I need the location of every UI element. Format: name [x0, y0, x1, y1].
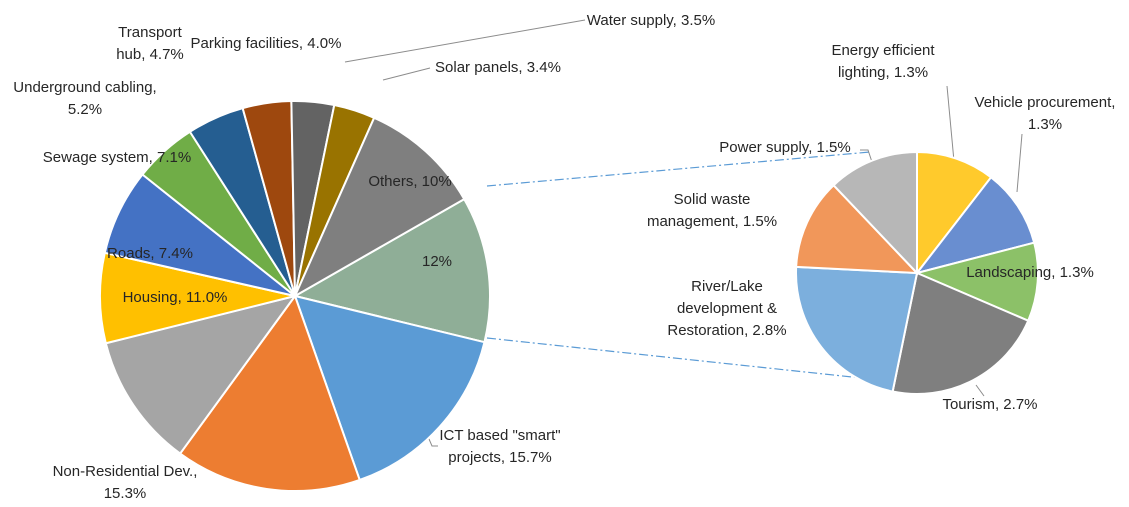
data-label: Power supply, 1.5%: [719, 139, 850, 156]
data-label-line: Energy efficient: [831, 42, 935, 59]
data-label: Others, 10%: [368, 173, 451, 190]
connector-line: [486, 151, 871, 187]
data-label-line: Landscaping, 1.3%: [966, 264, 1094, 281]
pie-slice: [178, 293, 361, 492]
data-label-line: development &: [677, 300, 777, 317]
data-label: Transport hub, 4.7%: [116, 24, 184, 63]
data-label: Housing, 11.0%: [123, 289, 228, 306]
data-label: Non-Residential Dev., 15.3%: [53, 463, 198, 502]
leader-line: [382, 67, 431, 81]
data-label-line: Underground cabling,: [13, 79, 156, 96]
pie-slice: [832, 150, 918, 276]
data-label-line: Restoration, 2.8%: [667, 322, 786, 339]
data-label-line: Water supply, 3.5%: [587, 12, 715, 29]
data-label: Roads, 7.4%: [107, 245, 193, 262]
data-label: Energy efficient lighting, 1.3%: [831, 42, 935, 81]
data-label-line: 5.2%: [68, 101, 102, 118]
data-label-line: Solid waste: [674, 191, 751, 208]
leader-line: [975, 384, 985, 397]
data-label-line: projects, 15.7%: [448, 449, 551, 466]
data-label: Water supply, 3.5%: [587, 12, 715, 29]
data-label: Solar panels, 3.4%: [435, 59, 561, 76]
data-label: 12%: [422, 253, 452, 270]
data-label: Solid waste management, 1.5%: [647, 191, 777, 230]
data-label-line: management, 1.5%: [647, 213, 777, 230]
pie-slice: [292, 116, 466, 299]
leader-line: [344, 19, 586, 63]
leader-line: [1016, 133, 1023, 193]
data-label: Landscaping, 1.3%: [966, 264, 1094, 281]
pie-slice: [891, 271, 1030, 395]
data-label: Tourism, 2.7%: [942, 396, 1037, 413]
data-label: Sewage system, 7.1%: [43, 149, 191, 166]
data-label-line: 15.3%: [104, 485, 147, 502]
pie-slice: [916, 150, 993, 276]
data-label-line: Non-Residential Dev.,: [53, 463, 198, 480]
data-label-line: Transport: [118, 24, 182, 41]
data-label-line: Vehicle procurement,: [975, 94, 1116, 111]
connector-line: [486, 337, 881, 381]
data-label: Vehicle procurement, 1.3%: [975, 94, 1116, 133]
data-label: River/Lake development & Restoration, 2.8%: [667, 278, 786, 339]
data-label-line: Housing, 11.0%: [123, 289, 228, 306]
slices: [99, 100, 1039, 492]
data-label-line: Tourism, 2.7%: [942, 396, 1037, 413]
data-label-line: Others, 10%: [368, 173, 451, 190]
pie-slice: [795, 265, 919, 393]
data-label-line: lighting, 1.3%: [838, 64, 928, 81]
data-label-line: hub, 4.7%: [116, 46, 184, 63]
data-label-line: Sewage system, 7.1%: [43, 149, 191, 166]
pie-slice: [913, 241, 1039, 323]
data-label-line: River/Lake: [691, 278, 763, 295]
pie-slice: [795, 183, 920, 275]
data-label-line: Power supply, 1.5%: [719, 139, 850, 156]
data-label-line: 12%: [422, 253, 452, 270]
data-label-line: ICT based "smart": [439, 427, 560, 444]
pie-slice: [104, 294, 298, 455]
leader-line: [860, 149, 873, 163]
data-label: ICT based "smart" projects, 15.7%: [439, 427, 560, 466]
data-label-line: Parking facilities, 4.0%: [191, 35, 342, 52]
data-label: Underground cabling, 5.2%: [13, 79, 156, 118]
data-label-line: 1.3%: [1028, 116, 1062, 133]
pie-slice: [914, 175, 1036, 275]
data-label-line: Solar panels, 3.4%: [435, 59, 561, 76]
labels: 12% ICT based "smart" projects, 15.7% Non-R…: [13, 12, 1115, 502]
pie-slice: [292, 197, 491, 344]
data-label: Parking facilities, 4.0%: [191, 35, 342, 52]
data-label-line: Roads, 7.4%: [107, 245, 193, 262]
pie-slice: [293, 294, 486, 482]
